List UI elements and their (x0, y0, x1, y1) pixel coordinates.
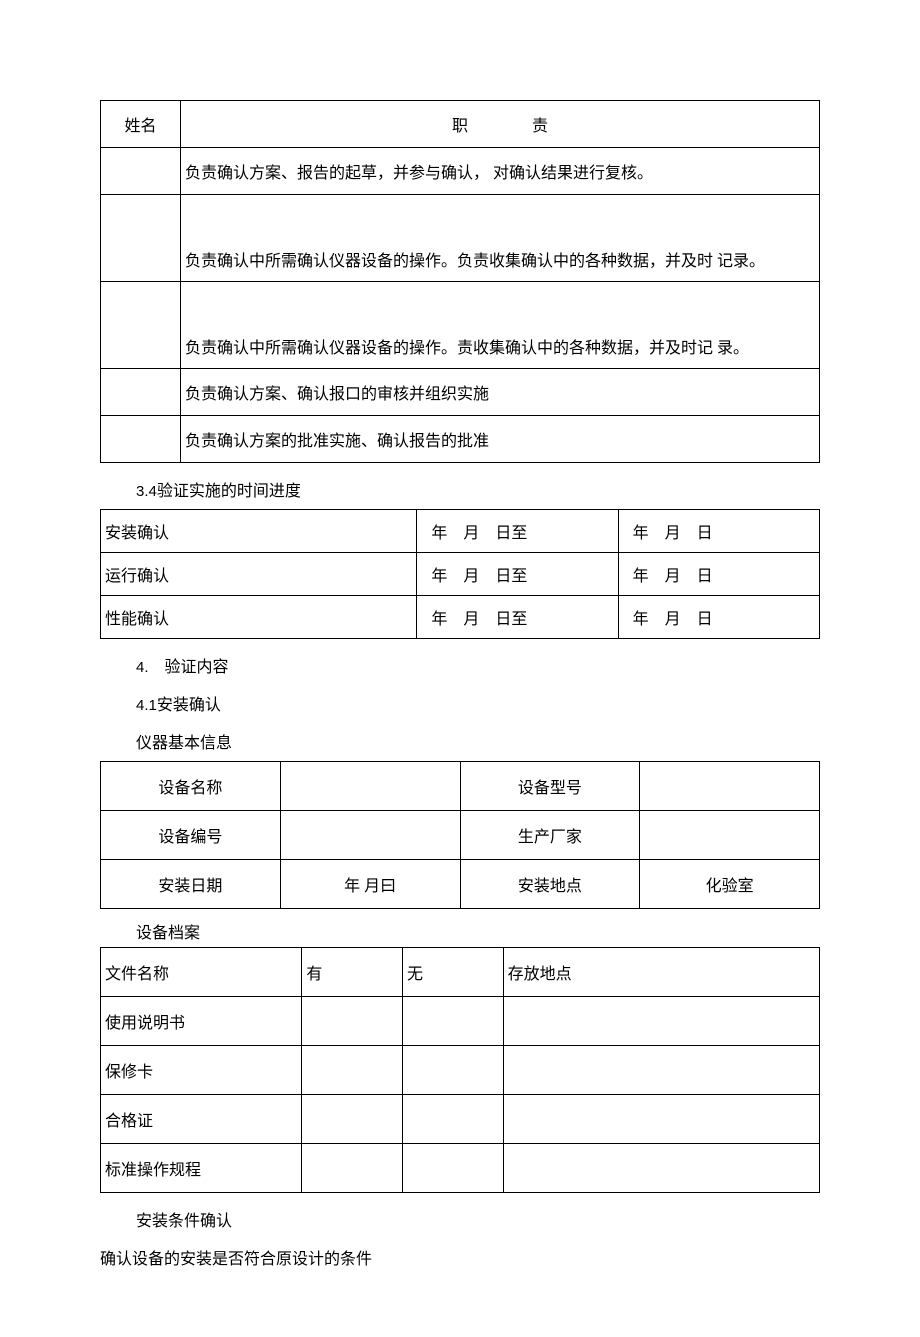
info-label: 设备编号 (101, 811, 281, 860)
resp-name-cell (101, 148, 181, 195)
basic-info-label: 仪器基本信息 (136, 729, 820, 753)
arch-header: 文件名称 (101, 948, 302, 997)
resp-name-cell (101, 195, 181, 282)
info-label: 生产厂家 (460, 811, 640, 860)
resp-duty-cell: 负责确认方案、报告的起草，并参与确认， 对确认结果进行复核。 (181, 148, 820, 195)
arch-has (302, 997, 403, 1046)
section-3-4: 3.4验证实施的时间进度 (136, 477, 820, 501)
section-title: 验证内容 (165, 659, 229, 676)
resp-duty-cell: 负责确认中所需确认仪器设备的操作。责收集确认中的各种数据，并及时记 录。 (181, 282, 820, 369)
arch-location (503, 997, 819, 1046)
section-number: 4.1 (136, 697, 157, 714)
section-4: 4. 验证内容 (136, 653, 820, 677)
arch-file-name: 标准操作规程 (101, 1144, 302, 1193)
info-label: 安装地点 (460, 860, 640, 909)
responsibilities-table: 姓名 职 责 负责确认方案、报告的起草，并参与确认， 对确认结果进行复核。 负责… (100, 100, 820, 463)
archive-label: 设备档案 (136, 919, 820, 943)
info-label: 设备型号 (460, 762, 640, 811)
section-number: 3.4 (136, 483, 157, 500)
resp-name-cell (101, 369, 181, 416)
resp-header-duty: 职 责 (181, 101, 820, 148)
section-number: 4. (136, 659, 149, 676)
resp-name-cell (101, 282, 181, 369)
archive-table: 文件名称 有 无 存放地点 使用说明书 保修卡 合格证 标准操作规程 (100, 947, 820, 1193)
info-value: 年 月曰 (280, 860, 460, 909)
arch-header: 存放地点 (503, 948, 819, 997)
arch-hasnot (402, 997, 503, 1046)
resp-header-name: 姓名 (101, 101, 181, 148)
arch-has (302, 1095, 403, 1144)
arch-hasnot (402, 1046, 503, 1095)
section-title: 安装确认 (157, 697, 221, 714)
arch-location (503, 1046, 819, 1095)
time-row-label: 运行确认 (101, 553, 417, 596)
arch-hasnot (402, 1144, 503, 1193)
info-label: 设备名称 (101, 762, 281, 811)
time-to-cell: 年 月 日 (618, 553, 819, 596)
info-label: 安装日期 (101, 860, 281, 909)
info-value (280, 762, 460, 811)
time-row-label: 安装确认 (101, 510, 417, 553)
arch-file-name: 合格证 (101, 1095, 302, 1144)
arch-file-name: 保修卡 (101, 1046, 302, 1095)
time-to-cell: 年 月 日 (618, 596, 819, 639)
resp-duty-cell: 负责确认中所需确认仪器设备的操作。负责收集确认中的各种数据，并及时 记录。 (181, 195, 820, 282)
install-conditions-text: 确认设备的安装是否符合原设计的条件 (100, 1245, 820, 1269)
time-from-cell: 年 月 日至 (417, 510, 618, 553)
resp-duty-cell: 负责确认方案的批准实施、确认报告的批准 (181, 416, 820, 463)
arch-hasnot (402, 1095, 503, 1144)
arch-location (503, 1095, 819, 1144)
section-4-1: 4.1安装确认 (136, 691, 820, 715)
arch-has (302, 1144, 403, 1193)
time-from-cell: 年 月 日至 (417, 596, 618, 639)
info-value (640, 811, 820, 860)
resp-name-cell (101, 416, 181, 463)
time-to-cell: 年 月 日 (618, 510, 819, 553)
time-from-cell: 年 月 日至 (417, 553, 618, 596)
basic-info-table: 设备名称 设备型号 设备编号 生产厂家 安装日期 年 月曰 安装地点 化验室 (100, 761, 820, 909)
time-progress-table: 安装确认 年 月 日至 年 月 日 运行确认 年 月 日至 年 月 日 性能确认… (100, 509, 820, 639)
arch-has (302, 1046, 403, 1095)
arch-location (503, 1144, 819, 1193)
section-title: 验证实施的时间进度 (157, 483, 301, 500)
arch-header: 无 (402, 948, 503, 997)
install-conditions-label: 安装条件确认 (136, 1207, 820, 1231)
resp-duty-cell: 负责确认方案、确认报口的审核并组织实施 (181, 369, 820, 416)
arch-header: 有 (302, 948, 403, 997)
time-row-label: 性能确认 (101, 596, 417, 639)
arch-file-name: 使用说明书 (101, 997, 302, 1046)
info-value: 化验室 (640, 860, 820, 909)
info-value (280, 811, 460, 860)
info-value (640, 762, 820, 811)
